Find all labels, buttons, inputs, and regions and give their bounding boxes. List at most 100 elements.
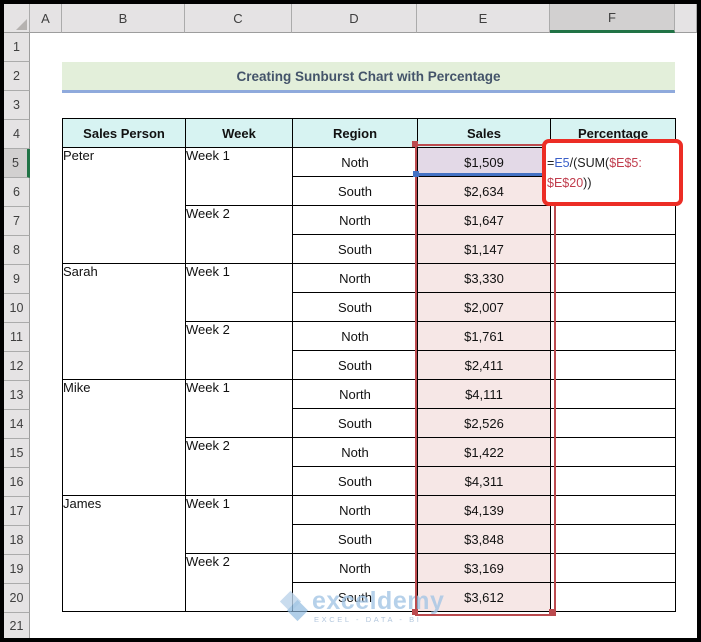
data-table: Sales Person Week Region Sales Percentag…	[62, 118, 676, 612]
column-header-E[interactable]: E	[417, 4, 550, 33]
table-row: South $1,147	[63, 234, 676, 264]
percentage-cell[interactable]	[550, 205, 676, 235]
percentage-cell[interactable]	[550, 379, 676, 409]
region-cell[interactable]: North	[292, 263, 418, 293]
percentage-cell[interactable]	[550, 553, 676, 583]
percentage-cell[interactable]	[550, 524, 676, 554]
region-cell[interactable]: South	[292, 292, 418, 322]
row-header-5[interactable]: 5	[4, 149, 30, 178]
header-region[interactable]: Region	[292, 118, 418, 148]
region-cell[interactable]: South	[292, 466, 418, 496]
table-row: Week 2 North $3,169	[63, 553, 676, 612]
row-header-6[interactable]: 6	[4, 178, 30, 207]
sales-cell[interactable]: $3,612	[417, 582, 551, 612]
row-header-10[interactable]: 10	[4, 294, 30, 323]
percentage-cell[interactable]	[550, 321, 676, 351]
region-cell[interactable]: South	[292, 176, 418, 206]
person-cell[interactable]: James	[62, 495, 186, 612]
row-header-16[interactable]: 16	[4, 468, 30, 497]
header-sales[interactable]: Sales	[417, 118, 551, 148]
percentage-cell[interactable]	[550, 408, 676, 438]
percentage-cell[interactable]	[550, 582, 676, 612]
percentage-cell[interactable]	[550, 263, 676, 293]
row-header-12[interactable]: 12	[4, 352, 30, 381]
sales-cell[interactable]: $1,761	[417, 321, 551, 351]
region-cell[interactable]: North	[292, 379, 418, 409]
column-header-partial[interactable]	[675, 4, 697, 33]
sales-cell[interactable]: $3,169	[417, 553, 551, 583]
sales-cell[interactable]: $1,147	[417, 234, 551, 264]
sales-cell[interactable]: $1,647	[417, 205, 551, 235]
row-header-14[interactable]: 14	[4, 410, 30, 439]
person-cell[interactable]: Mike	[62, 379, 186, 496]
header-week[interactable]: Week	[185, 118, 293, 148]
region-cell[interactable]: Noth	[292, 437, 418, 467]
week-cell[interactable]: Week 2	[185, 321, 293, 380]
percentage-cell[interactable]	[550, 350, 676, 380]
region-cell[interactable]: North	[292, 495, 418, 525]
row-header-1[interactable]: 1	[4, 33, 30, 62]
week-cell[interactable]: Week 1	[185, 379, 293, 438]
row-header-11[interactable]: 11	[4, 323, 30, 352]
percentage-cell[interactable]	[550, 437, 676, 467]
sales-cell[interactable]: $3,848	[417, 524, 551, 554]
row-header-15[interactable]: 15	[4, 439, 30, 468]
table-row: South $2,411	[63, 350, 676, 380]
week-cell[interactable]: Week 1	[185, 263, 293, 322]
region-cell[interactable]: South	[292, 408, 418, 438]
sales-cell[interactable]: $4,311	[417, 466, 551, 496]
column-header-B[interactable]: B	[62, 4, 185, 33]
region-cell[interactable]: South	[292, 524, 418, 554]
sales-cell[interactable]: $2,007	[417, 292, 551, 322]
sales-cell[interactable]: $1,509	[417, 147, 551, 177]
row-header-21[interactable]: 21	[4, 613, 30, 638]
week-cell[interactable]: Week 1	[185, 147, 293, 206]
formula-annotation[interactable]: =E5/(SUM($E$5: $E$20))	[542, 139, 683, 206]
person-cell[interactable]: Peter	[62, 147, 186, 264]
region-cell[interactable]: North	[292, 553, 418, 583]
select-all-corner[interactable]	[4, 4, 30, 33]
column-header-D[interactable]: D	[292, 4, 417, 33]
week-cell[interactable]: Week 1	[185, 495, 293, 554]
region-cell[interactable]: Noth	[292, 321, 418, 351]
sales-cell[interactable]: $3,330	[417, 263, 551, 293]
row-header-9[interactable]: 9	[4, 265, 30, 294]
week-cell[interactable]: Week 2	[185, 437, 293, 496]
sales-cell[interactable]: $2,411	[417, 350, 551, 380]
region-cell[interactable]: South	[292, 350, 418, 380]
column-header-F[interactable]: F	[550, 4, 675, 33]
row-header-4[interactable]: 4	[4, 120, 30, 149]
row-header-2[interactable]: 2	[4, 62, 30, 91]
sales-cell[interactable]: $1,422	[417, 437, 551, 467]
worksheet-title: Creating Sunburst Chart with Percentage	[236, 68, 501, 84]
week-cell[interactable]: Week 2	[185, 553, 293, 612]
percentage-cell[interactable]	[550, 495, 676, 525]
percentage-cell[interactable]	[550, 234, 676, 264]
row-header-20[interactable]: 20	[4, 584, 30, 613]
row-header-3[interactable]: 3	[4, 91, 30, 120]
column-header-C[interactable]: C	[185, 4, 292, 33]
sales-cell[interactable]: $4,139	[417, 495, 551, 525]
sales-cell[interactable]: $2,526	[417, 408, 551, 438]
table-row: James Week 1 North $4,139	[62, 495, 676, 612]
row-header-17[interactable]: 17	[4, 497, 30, 526]
percentage-cell[interactable]	[550, 292, 676, 322]
region-cell[interactable]: Noth	[292, 147, 418, 177]
row-header-13[interactable]: 13	[4, 381, 30, 410]
column-header-A[interactable]: A	[30, 4, 62, 33]
worksheet-title-cell[interactable]: Creating Sunburst Chart with Percentage	[62, 62, 675, 93]
header-sales-person[interactable]: Sales Person	[62, 118, 186, 148]
formula-text-line: $E$20))	[547, 175, 592, 190]
person-cell[interactable]: Sarah	[62, 263, 186, 380]
row-header-19[interactable]: 19	[4, 555, 30, 584]
week-cell[interactable]: Week 2	[185, 205, 293, 264]
row-header-18[interactable]: 18	[4, 526, 30, 555]
region-cell[interactable]: South	[292, 234, 418, 264]
percentage-cell[interactable]	[550, 466, 676, 496]
region-cell[interactable]: North	[292, 205, 418, 235]
sales-cell[interactable]: $2,634	[417, 176, 551, 206]
row-header-7[interactable]: 7	[4, 207, 30, 236]
row-header-8[interactable]: 8	[4, 236, 30, 265]
region-cell[interactable]: South	[292, 582, 418, 612]
sales-cell[interactable]: $4,111	[417, 379, 551, 409]
